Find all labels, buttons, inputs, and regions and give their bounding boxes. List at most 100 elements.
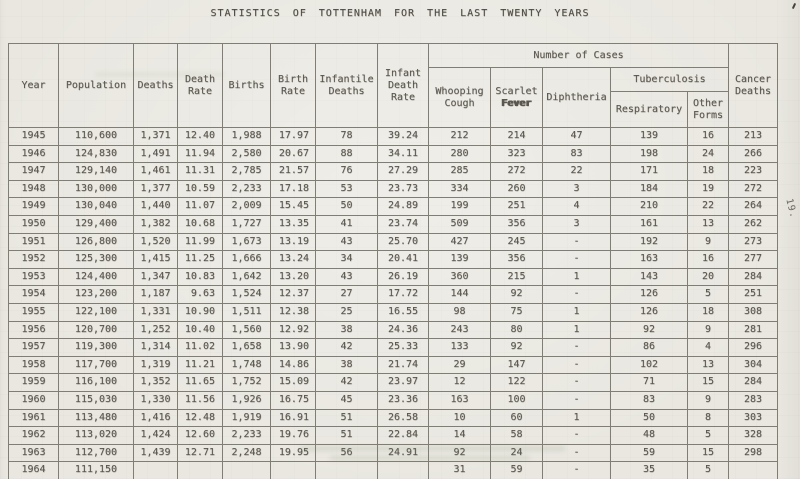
cell-respiratory: 143 bbox=[610, 267, 688, 287]
cell-death_rate: 11.99 bbox=[177, 232, 223, 252]
cell-cancer_deaths: 262 bbox=[728, 214, 778, 234]
cell-deaths: 1,491 bbox=[133, 144, 178, 164]
cell-infant_death_rate: 22.84 bbox=[377, 426, 429, 445]
cell-death_rate: 11.31 bbox=[177, 162, 223, 181]
cell-cancer_deaths: 303 bbox=[728, 408, 778, 428]
cell-diphtheria: - bbox=[542, 232, 611, 252]
cell-deaths: 1,382 bbox=[133, 214, 178, 234]
cell-infantile_deaths: 25 bbox=[315, 302, 378, 322]
cell-cancer_deaths: 308 bbox=[728, 302, 778, 322]
cell-cancer_deaths: 266 bbox=[728, 144, 778, 164]
cell-infantile_deaths: 43 bbox=[315, 267, 378, 287]
cell-population: 115,030 bbox=[58, 390, 134, 410]
cell-other_forms: 15 bbox=[687, 373, 729, 392]
cell-population: 116,100 bbox=[58, 373, 134, 392]
cell-cancer_deaths: 298 bbox=[728, 443, 778, 463]
cell-respiratory: 192 bbox=[610, 232, 688, 252]
cell-infantile_deaths: 51 bbox=[315, 426, 378, 445]
cell-infantile_deaths: 53 bbox=[315, 179, 378, 199]
cell-deaths: 1,187 bbox=[133, 285, 178, 304]
table-row: 1964 111,150 31 59-35 5 bbox=[8, 461, 778, 479]
cell-diphtheria: 1 bbox=[542, 302, 611, 322]
cell-scarlet_fever: 59 bbox=[490, 461, 543, 479]
cell-year: 1961 bbox=[8, 408, 59, 428]
cell-diphtheria: - bbox=[542, 355, 611, 375]
cell-year: 1959 bbox=[8, 373, 59, 392]
cell-year: 1953 bbox=[8, 267, 59, 287]
header-tuberculosis: Tuberculosis bbox=[610, 67, 729, 92]
cell-birth_rate: 13.20 bbox=[270, 267, 316, 287]
cell-population: 110,600 bbox=[58, 127, 134, 146]
cell-deaths: 1,440 bbox=[133, 197, 178, 216]
cell-diphtheria: 1 bbox=[542, 408, 611, 428]
cell-cancer_deaths: 264 bbox=[728, 197, 778, 216]
cell-respiratory: 210 bbox=[610, 197, 688, 216]
table-row: 1949 130,040 1,440 11.07 2,009 15.45 50 24.89 19… bbox=[8, 197, 778, 216]
cell-whooping_cough: 163 bbox=[428, 390, 491, 410]
cell-population: 117,700 bbox=[58, 355, 134, 375]
cell-infant_death_rate: 23.97 bbox=[377, 373, 429, 392]
cell-deaths: 1,319 bbox=[133, 355, 178, 375]
cell-deaths bbox=[133, 461, 178, 479]
cell-other_forms: 16 bbox=[687, 127, 729, 146]
cell-population: 123,200 bbox=[58, 285, 134, 304]
cell-other_forms: 15 bbox=[687, 443, 729, 463]
cell-death_rate: 12.40 bbox=[177, 127, 223, 146]
cell-births: 1,919 bbox=[222, 408, 271, 428]
cell-population: 124,830 bbox=[58, 144, 134, 164]
cell-cancer_deaths: 273 bbox=[728, 232, 778, 252]
table-row: 1956 120,700 1,252 10.40 1,560 12.92 38 24.36 24… bbox=[8, 320, 778, 340]
table-row: 1961 113,480 1,416 12.48 1,919 16.91 51 26.58 10… bbox=[8, 408, 778, 428]
cell-birth_rate: 12.92 bbox=[270, 320, 316, 340]
cell-infant_death_rate: 25.70 bbox=[377, 232, 429, 252]
cell-deaths: 1,252 bbox=[133, 320, 178, 340]
header-population: Population bbox=[58, 43, 134, 128]
cell-population: 130,040 bbox=[58, 197, 134, 216]
cell-whooping_cough: 509 bbox=[428, 214, 491, 234]
cell-death_rate: 12.60 bbox=[177, 426, 223, 445]
cell-birth_rate: 12.37 bbox=[270, 285, 316, 304]
cell-respiratory: 71 bbox=[610, 373, 688, 392]
cell-whooping_cough: 285 bbox=[428, 162, 491, 181]
cell-diphtheria: - bbox=[542, 285, 611, 304]
cell-cancer_deaths bbox=[728, 461, 778, 479]
table-row: 1948 130,000 1,377 10.59 2,233 17.18 53 23.73 33… bbox=[8, 179, 778, 199]
cell-other_forms: 20 bbox=[687, 267, 729, 287]
table-header: Year Population Deaths Death Rate Births… bbox=[8, 43, 778, 128]
cell-year: 1948 bbox=[8, 179, 59, 199]
header-year: Year bbox=[8, 43, 59, 128]
cell-year: 1958 bbox=[8, 355, 59, 375]
cell-infantile_deaths: 45 bbox=[315, 390, 378, 410]
cell-cancer_deaths: 272 bbox=[728, 179, 778, 199]
cell-year: 1964 bbox=[8, 461, 59, 479]
cell-birth_rate: 17.97 bbox=[270, 127, 316, 146]
cell-death_rate: 12.71 bbox=[177, 443, 223, 463]
cell-infant_death_rate: 27.29 bbox=[377, 162, 429, 181]
cell-death_rate: 10.68 bbox=[177, 214, 223, 234]
cell-birth_rate: 16.75 bbox=[270, 390, 316, 410]
header-fever-word-overtyped: Fever bbox=[501, 97, 532, 109]
cell-deaths: 1,377 bbox=[133, 179, 178, 199]
cell-other_forms: 5 bbox=[687, 426, 729, 445]
table-row: 1958 117,700 1,319 11.21 1,748 14.86 38 21.74 29… bbox=[8, 355, 778, 375]
cell-scarlet_fever: 251 bbox=[490, 197, 543, 216]
cell-diphtheria: 1 bbox=[542, 320, 611, 340]
cell-infant_death_rate: 23.73 bbox=[377, 179, 429, 199]
table-row: 1950 129,400 1,382 10.68 1,727 13.35 41 23.74 50… bbox=[8, 214, 778, 234]
cell-other_forms: 4 bbox=[687, 338, 729, 357]
cell-birth_rate: 20.67 bbox=[270, 144, 316, 164]
cell-scarlet_fever: 80 bbox=[490, 320, 543, 340]
cell-cancer_deaths: 284 bbox=[728, 267, 778, 287]
cell-respiratory: 48 bbox=[610, 426, 688, 445]
cell-births: 2,248 bbox=[222, 443, 271, 463]
cell-infant_death_rate: 20.41 bbox=[377, 250, 429, 269]
header-diphtheria: Diphtheria bbox=[542, 67, 611, 128]
cell-births: 1,642 bbox=[222, 267, 271, 287]
cell-whooping_cough: 334 bbox=[428, 179, 491, 199]
cell-death_rate: 11.21 bbox=[177, 355, 223, 375]
cell-respiratory: 139 bbox=[610, 127, 688, 146]
cell-year: 1950 bbox=[8, 214, 59, 234]
cell-death_rate: 10.40 bbox=[177, 320, 223, 340]
table-row: 1957 119,300 1,314 11.02 1,658 13.90 42 25.33 13… bbox=[8, 338, 778, 357]
cell-respiratory: 35 bbox=[610, 461, 688, 479]
